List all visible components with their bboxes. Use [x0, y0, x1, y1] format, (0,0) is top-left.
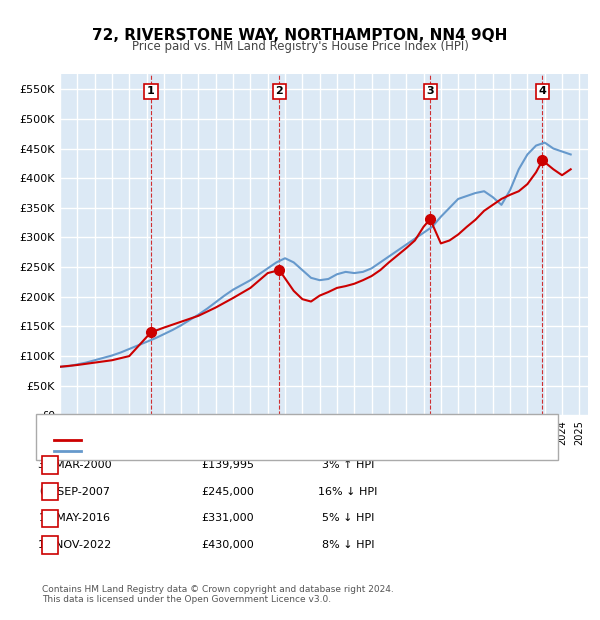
Text: 19-MAY-2016: 19-MAY-2016: [39, 513, 111, 523]
Text: 16% ↓ HPI: 16% ↓ HPI: [319, 487, 377, 497]
Text: 07-SEP-2007: 07-SEP-2007: [40, 487, 110, 497]
Text: 3: 3: [47, 513, 53, 523]
Text: 8% ↓ HPI: 8% ↓ HPI: [322, 540, 374, 550]
Text: 2: 2: [47, 487, 53, 497]
Text: 4: 4: [539, 86, 547, 97]
Text: 1: 1: [47, 460, 53, 470]
Text: £430,000: £430,000: [202, 540, 254, 550]
Text: 3: 3: [427, 86, 434, 97]
Text: 2: 2: [275, 86, 283, 97]
Text: 5% ↓ HPI: 5% ↓ HPI: [322, 513, 374, 523]
Text: Price paid vs. HM Land Registry's House Price Index (HPI): Price paid vs. HM Land Registry's House …: [131, 40, 469, 53]
Text: HPI: Average price, detached house, West Northamptonshire: HPI: Average price, detached house, West…: [84, 446, 401, 456]
Text: 72, RIVERSTONE WAY, NORTHAMPTON, NN4 9QH: 72, RIVERSTONE WAY, NORTHAMPTON, NN4 9QH: [92, 28, 508, 43]
Text: 3% ↑ HPI: 3% ↑ HPI: [322, 460, 374, 470]
Text: 1: 1: [147, 86, 155, 97]
Text: 31-MAR-2000: 31-MAR-2000: [38, 460, 112, 470]
Text: 4: 4: [47, 540, 53, 550]
Text: Contains HM Land Registry data © Crown copyright and database right 2024.
This d: Contains HM Land Registry data © Crown c…: [42, 585, 394, 604]
Text: £139,995: £139,995: [202, 460, 254, 470]
Text: £245,000: £245,000: [202, 487, 254, 497]
Text: £331,000: £331,000: [202, 513, 254, 523]
Text: 11-NOV-2022: 11-NOV-2022: [38, 540, 112, 550]
Text: 72, RIVERSTONE WAY, NORTHAMPTON, NN4 9QH (detached house): 72, RIVERSTONE WAY, NORTHAMPTON, NN4 9QH…: [84, 435, 433, 445]
